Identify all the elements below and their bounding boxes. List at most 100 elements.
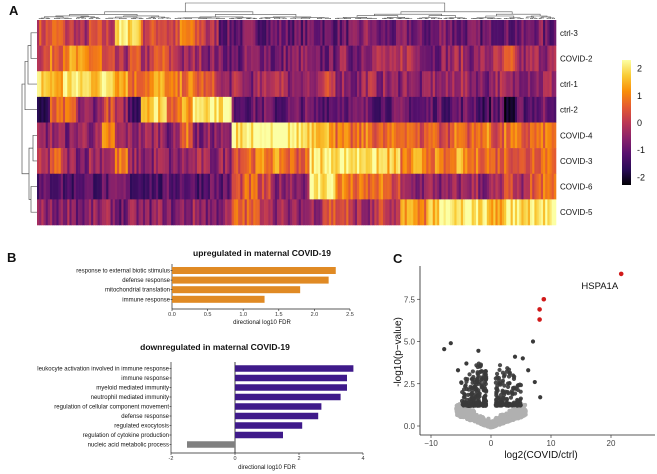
heatmap-cell [335, 20, 338, 46]
heatmap-cell [320, 96, 323, 123]
heatmap-cell [428, 122, 431, 149]
heatmap-cell [181, 148, 185, 175]
heatmap-cell [333, 71, 336, 98]
heatmap-cell [285, 20, 289, 46]
heatmap-cell [465, 45, 468, 72]
heatmap-cell [402, 148, 405, 175]
heatmap-cell [354, 173, 358, 200]
heatmap-cell [192, 96, 196, 123]
heatmap-cell [134, 20, 137, 46]
significant-point [518, 396, 523, 401]
heatmap-cell [160, 122, 163, 149]
heatmap-cell [465, 199, 468, 226]
heatmap-cell [383, 199, 386, 226]
heatmap-cell [391, 122, 395, 149]
heatmap-cell [274, 148, 278, 175]
heatmap-cell [419, 122, 423, 149]
heatmap-cell [41, 173, 44, 200]
heatmap-cell [69, 71, 72, 98]
heatmap-cell [428, 96, 431, 123]
heatmap-cell [47, 20, 51, 46]
heatmap-cell [171, 71, 174, 98]
heatmap-cell [60, 45, 64, 72]
dendrogram-branch [387, 16, 405, 19]
heatmap-cell [194, 122, 198, 149]
heatmap-cell [380, 199, 384, 226]
significant-point [497, 367, 502, 373]
heatmap-cell [378, 20, 382, 46]
heatmap-cell [114, 199, 118, 226]
heatmap-cell [134, 173, 137, 200]
heatmap-cell [493, 71, 496, 98]
heatmap-cell [372, 71, 375, 98]
heatmap-cell [88, 148, 92, 175]
heatmap-cell [149, 20, 152, 46]
heatmap-cell [106, 96, 109, 123]
significant-point [484, 376, 489, 381]
down-chart-xlabel: directional log10 FDR [238, 465, 296, 471]
heatmap-cell [140, 96, 144, 123]
heatmap-cell [365, 122, 369, 149]
heatmap-cell [475, 20, 479, 46]
heatmap-cell [501, 96, 505, 123]
heatmap-cell [348, 45, 351, 72]
heatmap-cell [324, 148, 328, 175]
heatmap-cell [248, 96, 252, 123]
heatmap-cell [210, 45, 213, 72]
heatmap-cell [328, 122, 332, 149]
heatmap-cell [121, 173, 124, 200]
heatmap-cell [348, 148, 351, 175]
heatmap-cell [114, 45, 118, 72]
heatmap-cell [114, 96, 118, 123]
heatmap-cell [227, 45, 230, 72]
heatmap-cell [162, 173, 165, 200]
heatmap-cell [536, 20, 539, 46]
heatmap-cell [175, 199, 178, 226]
heatmap-cell [298, 148, 302, 175]
heatmap-cell [536, 199, 539, 226]
heatmap-cell [58, 199, 62, 226]
heatmap-cell [335, 173, 338, 200]
heatmap-cell [80, 122, 83, 149]
heatmap-cell [497, 199, 501, 226]
heatmap-cell [277, 148, 280, 175]
heatmap-cell [530, 45, 533, 72]
bar-category-label: immune response [121, 376, 169, 382]
heatmap-cell [166, 122, 170, 149]
heatmap-cell [553, 45, 557, 72]
heatmap-cell [101, 20, 105, 46]
heatmap-cell [45, 71, 49, 98]
heatmap-cell [406, 122, 410, 149]
heatmap-cell [132, 20, 135, 46]
heatmap-cell [210, 71, 213, 98]
heatmap-cell [197, 173, 200, 200]
heatmap-cell [54, 173, 57, 200]
heatmap-cell [179, 122, 183, 149]
significant-point [496, 402, 501, 407]
heatmap-cell [292, 122, 295, 149]
heatmap-cell [469, 199, 472, 226]
heatmap-cell [519, 199, 522, 226]
heatmap-cell [471, 199, 475, 226]
dendrogram-branch [150, 16, 165, 18]
heatmap-cell [218, 122, 222, 149]
dendrogram-branch [30, 186, 37, 213]
heatmap-cell [238, 20, 241, 46]
y-tick-label: 5.0 [404, 338, 416, 347]
heatmap-cell [62, 96, 66, 123]
heatmap-cell [268, 148, 271, 175]
heatmap-cell [114, 20, 118, 46]
heatmap-cell [54, 96, 57, 123]
heatmap-cell [147, 148, 150, 175]
heatmap-cell [37, 20, 40, 46]
heatmap-cell [168, 96, 172, 123]
heatmap-cell [335, 148, 338, 175]
heatmap-cell [222, 45, 226, 72]
heatmap-cell [73, 96, 77, 123]
heatmap-cell [514, 199, 518, 226]
heatmap-cell [374, 122, 377, 149]
heatmap-cell [119, 173, 122, 200]
heatmap-cell [158, 173, 161, 200]
significant-point [484, 389, 489, 394]
heatmap-cell [177, 96, 181, 123]
